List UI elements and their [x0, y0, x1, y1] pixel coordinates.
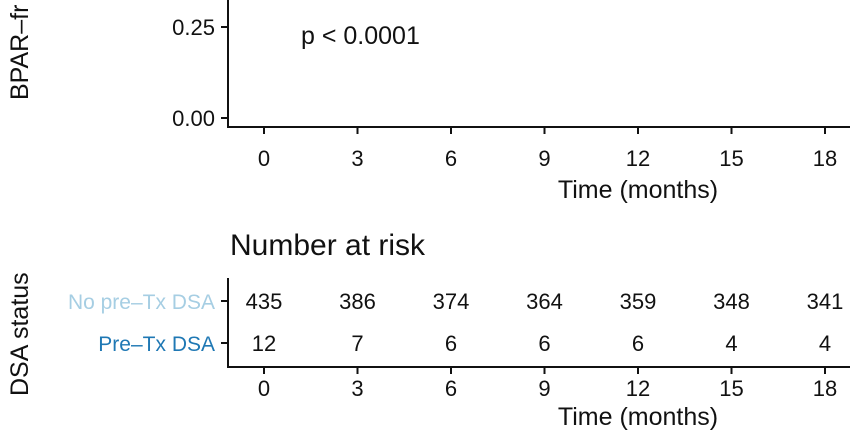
risk-value: 7 [351, 331, 363, 356]
risk-value: 435 [246, 289, 283, 314]
risk-value: 359 [620, 289, 657, 314]
strata-label: Pre–Tx DSA [98, 333, 215, 356]
risk-x-tick-label: 0 [258, 376, 270, 401]
x-tick-label: 3 [351, 146, 363, 171]
risk-y-axis-title: DSA status [6, 272, 34, 396]
risk-x-tick-label: 15 [719, 376, 743, 401]
risk-value: 364 [526, 289, 563, 314]
risk-x-tick-label: 9 [538, 376, 550, 401]
risk-value: 12 [252, 331, 276, 356]
x-tick-label: 9 [538, 146, 550, 171]
x-tick-label: 15 [719, 146, 743, 171]
risk-x-tick-label: 3 [351, 376, 363, 401]
y-tick-label: 0.25 [172, 15, 215, 40]
risk-value: 374 [433, 289, 470, 314]
x-tick-label: 0 [258, 146, 270, 171]
risk-x-tick-label: 12 [626, 376, 650, 401]
risk-value: 6 [445, 331, 457, 356]
risk-value: 341 [807, 289, 844, 314]
y-tick-label: 0.00 [172, 106, 215, 131]
y-axis-title: BPAR–fr [6, 5, 34, 100]
risk-x-tick-label: 18 [813, 376, 837, 401]
risk-value: 348 [713, 289, 750, 314]
risk-table-title: Number at risk [230, 229, 426, 262]
x-tick-label: 6 [445, 146, 457, 171]
x-tick-label: 12 [626, 146, 650, 171]
risk-x-tick-label: 6 [445, 376, 457, 401]
x-tick-label: 18 [813, 146, 837, 171]
risk-x-axis-title: Time (months) [558, 403, 718, 431]
strata-label: No pre–Tx DSA [68, 291, 215, 314]
risk-value: 386 [339, 289, 376, 314]
x-axis-title: Time (months) [558, 176, 718, 204]
risk-value: 6 [632, 331, 644, 356]
risk-table-panel: Number at risk DSA status No pre–Tx DSA 4… [6, 229, 850, 431]
p-value-annotation: p < 0.0001 [301, 22, 420, 50]
risk-value: 4 [819, 331, 831, 356]
survival-panel: BPAR–fr 0.25 0.00 0 3 6 9 12 15 18 p < 0.0001 T… [6, 0, 850, 204]
risk-value: 6 [538, 331, 550, 356]
risk-value: 4 [725, 331, 737, 356]
